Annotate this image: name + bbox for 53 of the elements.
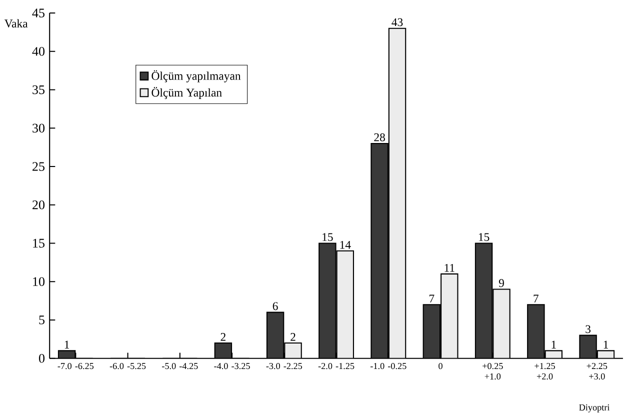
data-label: 7 xyxy=(430,294,434,302)
data-label: 2 xyxy=(290,333,296,341)
data-label: 9 xyxy=(498,279,504,288)
bar xyxy=(493,289,510,358)
x-tick-label: -7.0 -6.25 xyxy=(58,362,94,370)
bar xyxy=(441,274,458,358)
data-label: 14 xyxy=(340,240,351,249)
bar xyxy=(319,243,336,358)
y-tick-label: 35 xyxy=(32,85,44,94)
y-tick-label: 0 xyxy=(38,354,45,363)
data-label: 6 xyxy=(272,302,278,310)
x-axis-title: Diyoptri xyxy=(579,404,610,412)
y-tick-label: 10 xyxy=(33,277,45,286)
x-tick-label: -6.0 -5.25 xyxy=(110,362,146,370)
x-tick-label: -5.0 -4.25 xyxy=(162,362,198,370)
bar xyxy=(371,143,388,358)
y-tick-label: 25 xyxy=(32,162,44,171)
x-tick-label: +0.25 +1.0 xyxy=(482,362,503,380)
data-label: 28 xyxy=(374,133,385,142)
bar xyxy=(336,250,354,358)
y-tick-label: 15 xyxy=(33,238,44,248)
x-tick-label: +2.25 +3.0 xyxy=(586,362,608,380)
x-tick-label: 0 xyxy=(438,362,442,370)
legend-label: Ölçüm Yapılan xyxy=(152,86,222,99)
legend-label: Ölçüm yapılmayan xyxy=(152,70,241,82)
x-tick-label: -1.0 -0.25 xyxy=(370,362,406,370)
bar xyxy=(266,312,284,358)
bar xyxy=(423,304,440,358)
y-tick-label: 40 xyxy=(32,47,45,56)
data-label: 1 xyxy=(604,340,608,348)
bar xyxy=(528,304,544,358)
bar xyxy=(579,334,597,358)
data-label: 15 xyxy=(322,233,333,242)
y-axis-title: Vaka xyxy=(4,19,28,28)
y-tick-label: 5 xyxy=(39,316,44,324)
y-tick-label: 20 xyxy=(32,200,45,210)
x-tick-label: -2.0 -1.25 xyxy=(318,362,354,370)
data-label: 43 xyxy=(392,18,403,26)
x-tick-label: -3.0 -2.25 xyxy=(266,362,302,370)
data-label: 2 xyxy=(220,333,226,341)
data-label: 7 xyxy=(534,294,539,302)
bar xyxy=(475,243,492,358)
data-label: 1 xyxy=(64,340,70,348)
data-label: 11 xyxy=(444,264,454,272)
x-tick-label: -4.0 -3.25 xyxy=(214,362,250,370)
data-label: 3 xyxy=(586,325,591,334)
bar xyxy=(284,343,302,358)
data-label: 15 xyxy=(478,233,490,242)
x-tick-label: +1.25 +2.0 xyxy=(534,362,555,380)
y-tick-label: 30 xyxy=(32,124,45,133)
data-label: 1 xyxy=(552,340,556,348)
bar xyxy=(388,28,406,358)
y-tick-label: 45 xyxy=(32,8,44,18)
